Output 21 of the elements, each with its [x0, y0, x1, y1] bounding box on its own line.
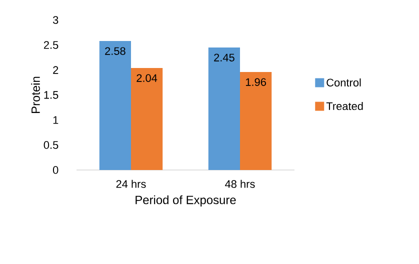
bar [208, 48, 240, 170]
data-label: 2.58 [105, 47, 126, 55]
bar [240, 72, 272, 170]
x-tick-label: 24 hrs [116, 180, 146, 188]
y-tick-label: 2 [53, 66, 58, 74]
x-axis-title: Period of Exposure [136, 195, 236, 207]
legend-label: Control [326, 78, 361, 86]
legend-label: Treated [326, 102, 363, 110]
bar [131, 68, 163, 170]
data-label: 1.96 [246, 78, 266, 86]
x-tick-label: 48 hrs [225, 180, 255, 188]
y-tick-label: 1.5 [44, 91, 58, 99]
y-tick-label: 1 [53, 116, 58, 124]
data-label: 2.45 [214, 54, 234, 62]
bar [99, 41, 131, 170]
y-tick-label: 0 [52, 166, 58, 174]
y-tick-label: 0.5 [44, 141, 58, 149]
y-tick-label: 3 [52, 16, 58, 24]
y-axis-title: Protein [31, 76, 40, 113]
data-label: 2.04 [136, 74, 158, 82]
y-tick-label: 2.5 [44, 41, 58, 49]
